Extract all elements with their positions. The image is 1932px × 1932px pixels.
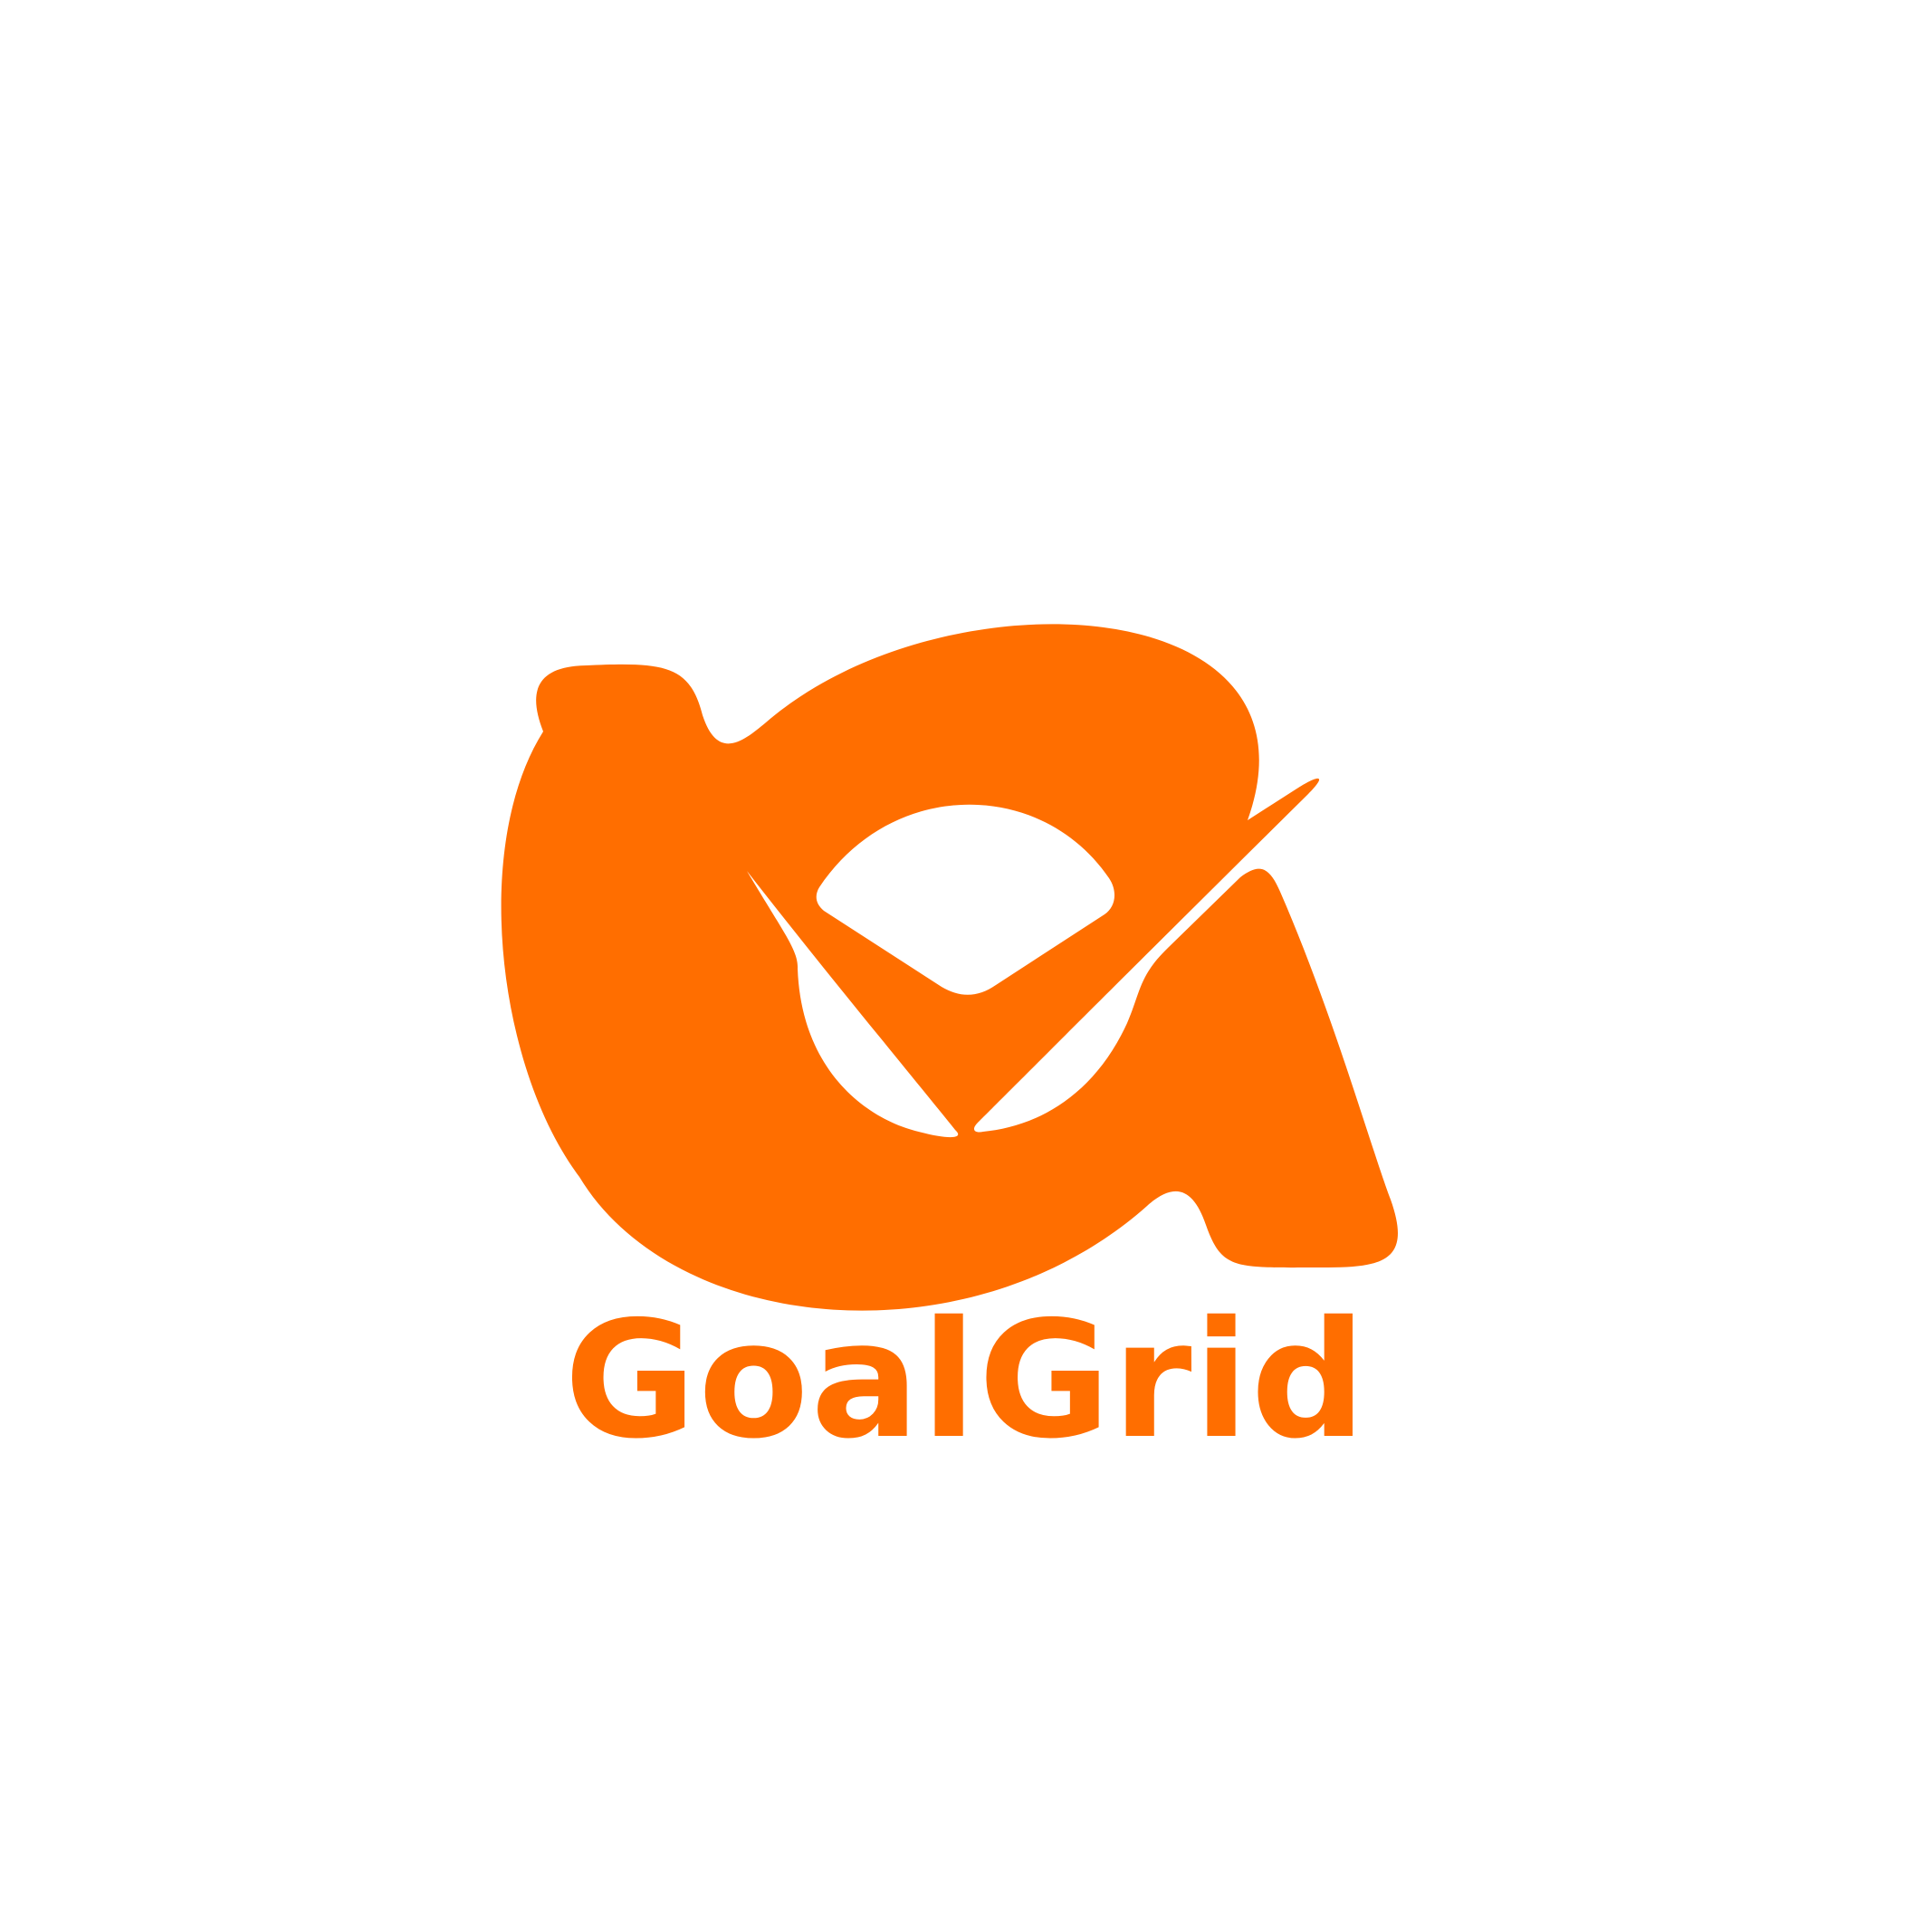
- brand-wordmark: GoalGrid: [564, 1286, 1368, 1474]
